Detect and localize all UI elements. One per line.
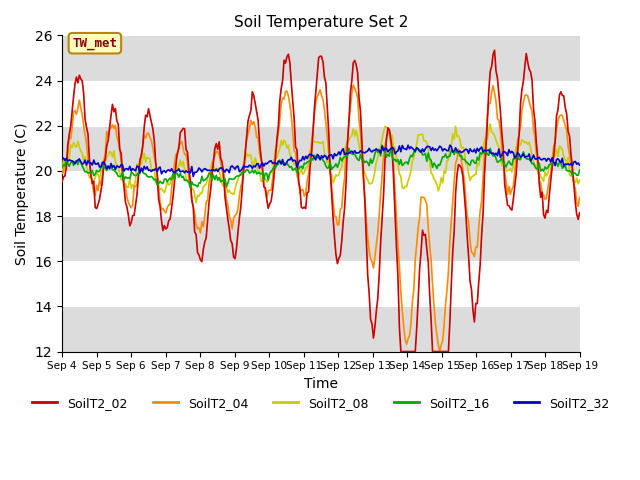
SoilT2_02	[239, 186, 246, 192]
SoilT2_04	[58, 171, 66, 177]
SoilT2_04	[239, 179, 246, 184]
SoilT2_16	[122, 174, 129, 180]
Y-axis label: Soil Temperature (C): Soil Temperature (C)	[15, 122, 29, 264]
SoilT2_08	[486, 121, 494, 127]
SoilT2_08	[231, 186, 239, 192]
SoilT2_02	[576, 210, 584, 216]
SoilT2_02	[491, 48, 499, 53]
SoilT2_32	[446, 142, 454, 148]
SoilT2_04	[230, 216, 237, 221]
Bar	[62, 126, 580, 171]
Bar	[62, 306, 580, 351]
SoilT2_32	[240, 163, 248, 168]
SoilT2_04	[550, 143, 557, 149]
SoilT2_32	[286, 157, 294, 163]
SoilT2_02	[230, 254, 237, 260]
SoilT2_08	[550, 150, 557, 156]
SoilT2_02	[550, 154, 557, 160]
SoilT2_08	[576, 177, 584, 183]
SoilT2_32	[576, 162, 584, 168]
Line: SoilT2_02: SoilT2_02	[62, 50, 580, 351]
Line: SoilT2_08: SoilT2_08	[62, 124, 580, 203]
SoilT2_04	[122, 184, 129, 190]
SoilT2_16	[576, 167, 584, 173]
SoilT2_04	[436, 348, 444, 354]
SoilT2_16	[240, 169, 248, 175]
SoilT2_02	[58, 179, 66, 185]
SoilT2_04	[212, 149, 220, 155]
SoilT2_08	[214, 166, 221, 172]
Line: SoilT2_16: SoilT2_16	[62, 145, 580, 188]
SoilT2_02	[397, 348, 404, 354]
SoilT2_02	[212, 141, 220, 146]
SoilT2_16	[214, 178, 221, 183]
Bar	[62, 36, 580, 81]
SoilT2_04	[285, 93, 292, 99]
SoilT2_08	[192, 200, 200, 205]
SoilT2_16	[58, 165, 66, 170]
Bar	[62, 216, 580, 261]
SoilT2_16	[231, 175, 239, 180]
X-axis label: Time: Time	[304, 377, 338, 391]
SoilT2_08	[240, 164, 248, 170]
SoilT2_16	[550, 160, 557, 166]
SoilT2_16	[186, 185, 194, 191]
SoilT2_04	[349, 82, 357, 88]
Title: Soil Temperature Set 2: Soil Temperature Set 2	[234, 15, 408, 30]
SoilT2_08	[122, 181, 129, 187]
SoilT2_32	[58, 156, 66, 161]
SoilT2_32	[214, 168, 221, 174]
SoilT2_16	[286, 165, 294, 170]
SoilT2_04	[576, 194, 584, 200]
SoilT2_08	[286, 151, 294, 157]
Text: TW_met: TW_met	[72, 36, 117, 50]
SoilT2_32	[231, 166, 239, 172]
SoilT2_32	[550, 159, 557, 165]
SoilT2_32	[189, 174, 197, 180]
SoilT2_16	[378, 143, 386, 148]
Line: SoilT2_04: SoilT2_04	[62, 85, 580, 351]
Legend: SoilT2_02, SoilT2_04, SoilT2_08, SoilT2_16, SoilT2_32: SoilT2_02, SoilT2_04, SoilT2_08, SoilT2_…	[28, 392, 614, 415]
SoilT2_08	[58, 169, 66, 175]
Line: SoilT2_32: SoilT2_32	[62, 145, 580, 177]
SoilT2_02	[285, 51, 292, 57]
SoilT2_32	[122, 166, 129, 172]
SoilT2_02	[122, 200, 129, 205]
